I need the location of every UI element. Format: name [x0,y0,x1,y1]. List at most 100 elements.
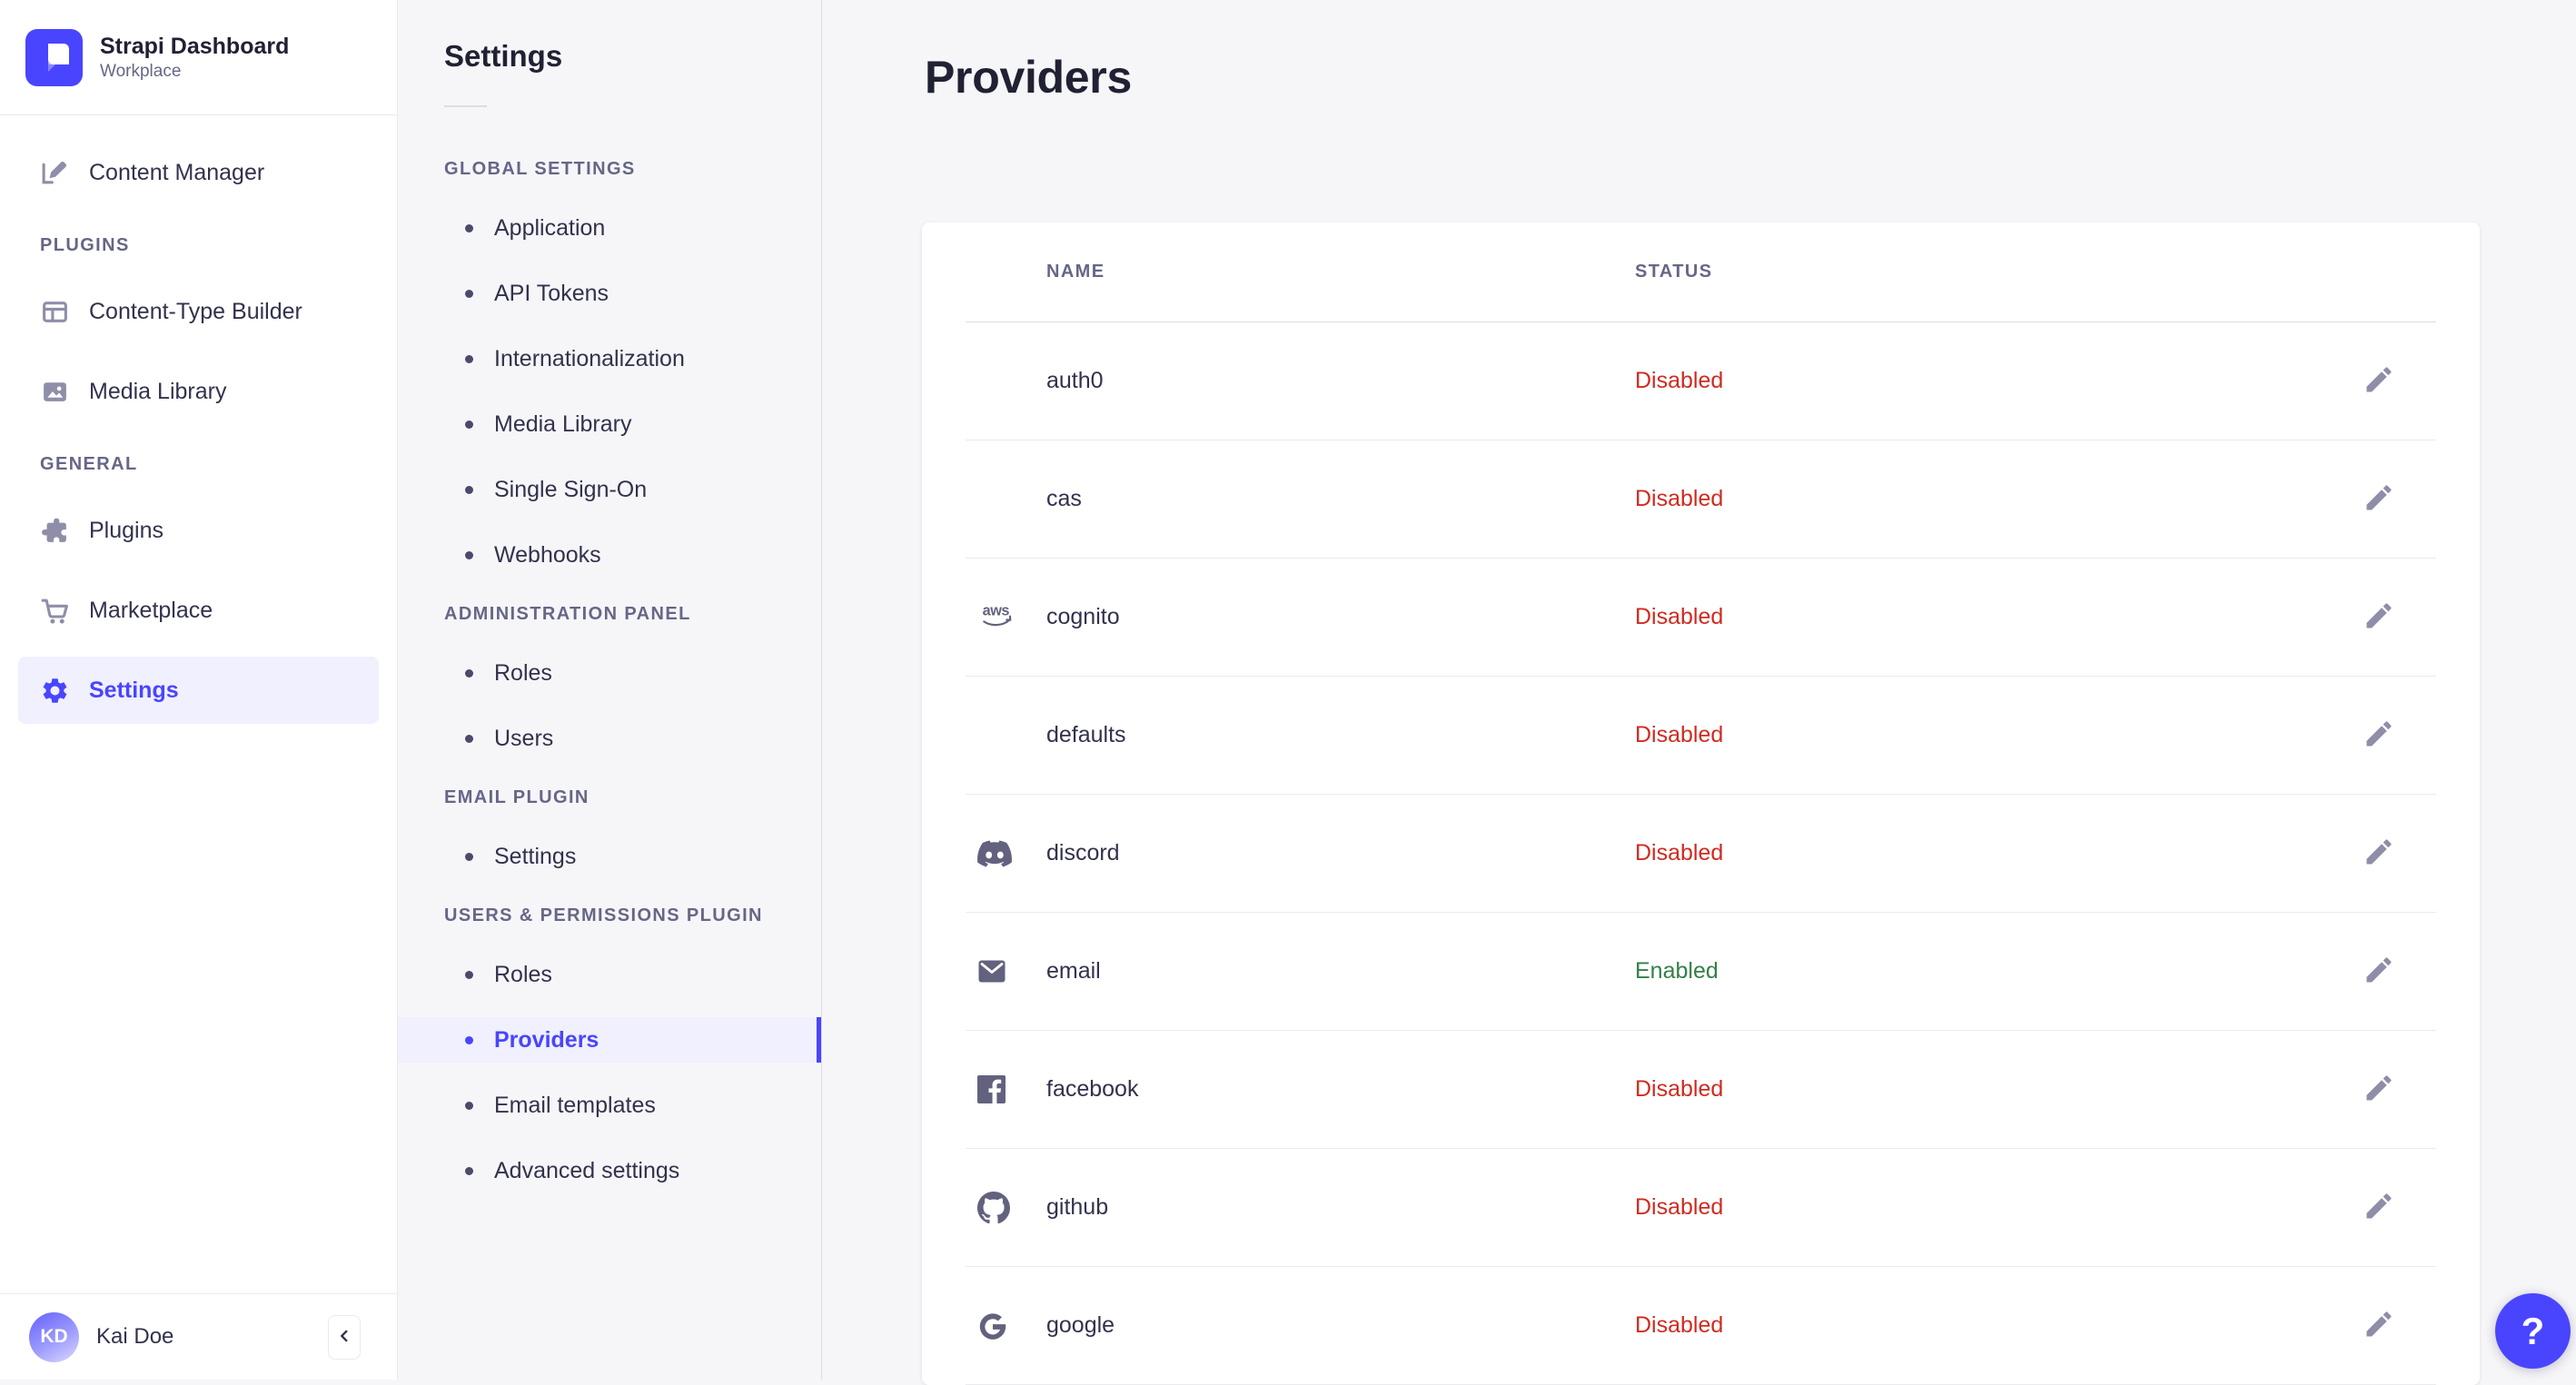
edit-provider-button[interactable] [2359,1306,2399,1346]
provider-icon-cell [966,1311,1046,1341]
subnav-item-label: Roles [494,659,552,686]
nav-section-label-plugins: PLUGINS [40,235,130,255]
main-content: Providers NAME STATUS auth0 Disabled cas Di… [822,0,2576,1385]
table-row-defaults: defaults Disabled [966,677,2436,795]
edit-provider-button[interactable] [2359,480,2399,519]
avatar: KD [29,1311,79,1362]
table-row-google: google Disabled [966,1267,2436,1385]
provider-icon-cell [966,1191,1046,1224]
status-badge: Disabled [1635,1076,1724,1102]
subnav-item-single-sign-on[interactable]: Single Sign-On [398,467,821,512]
provider-name: auth0 [1046,368,1104,393]
provider-name: email [1046,958,1101,984]
provider-name: discord [1046,840,1120,866]
subnav-items: Roles Users [398,650,821,761]
subnav-item-roles[interactable]: Roles [398,650,821,696]
bullet-icon [465,289,473,298]
status-badge: Disabled [1635,368,1724,393]
table-row-facebook: facebook Disabled [966,1031,2436,1149]
settings-subnav: Settings GLOBAL SETTINGS Application API T… [398,0,822,1380]
provider-icon-cell: aws [966,600,1046,634]
subnav-section-global-settings: GLOBAL SETTINGS Application API Tokens Inte… [398,158,821,578]
edit-provider-button[interactable] [2359,952,2399,992]
edit-provider-button[interactable] [2359,716,2399,756]
bullet-icon [465,852,473,861]
cart-icon [40,596,70,626]
chevron-left-icon [334,1326,354,1349]
edit-provider-button[interactable] [2359,1188,2399,1228]
status-badge: Disabled [1635,840,1724,866]
sidebar-item-marketplace[interactable]: Marketplace [18,577,379,644]
sidebar-footer: KD Kai Doe [0,1293,397,1380]
subnav-item-label: API Tokens [494,280,609,306]
provider-name: defaults [1046,722,1126,747]
providers-table-card: NAME STATUS auth0 Disabled cas Disabled aws c… [922,223,2480,1385]
sidebar-item-label: Content Manager [89,159,265,185]
bullet-icon [465,223,473,232]
sidebar-item-label: Content-Type Builder [89,298,302,324]
provider-icon-cell [966,840,1046,867]
sidebar-item-plugins[interactable]: Plugins [18,497,379,564]
table-row-cas: cas Disabled [966,440,2436,559]
aws-icon: aws [977,600,1017,634]
subnav-item-api-tokens[interactable]: API Tokens [398,271,821,316]
subnav-item-roles[interactable]: Roles [398,952,821,997]
bullet-icon [465,734,473,743]
subnav-item-application[interactable]: Application [398,205,821,251]
sidebar-item-label: Plugins [89,517,163,543]
subnav-section-header: EMAIL PLUGIN [444,787,590,808]
subnav-items: Roles Providers Email templates Advanced se… [398,952,821,1193]
pencil-icon [2363,363,2395,399]
subnav-item-settings[interactable]: Settings [398,834,821,879]
sidebar-item-content-manager[interactable]: Content Manager [18,139,379,206]
subnav-items: Settings [398,834,821,879]
sidebar-item-settings[interactable]: Settings [18,657,379,724]
subnav-section-administration-panel: ADMINISTRATION PANEL Roles Users [398,603,821,761]
column-header-status: STATUS [1635,262,1713,282]
subnav-item-users[interactable]: Users [398,716,821,761]
edit-provider-button[interactable] [2359,361,2399,401]
sidebar-item-media-library[interactable]: Media Library [18,358,379,425]
subnav-item-label: Settings [494,843,577,869]
help-button[interactable]: ? [2495,1293,2571,1369]
bullet-icon [465,1101,473,1110]
subnav-section-header: GLOBAL SETTINGS [444,159,636,180]
subnav-item-media-library[interactable]: Media Library [398,401,821,447]
subnav-section-header: USERS & PERMISSIONS PLUGIN [444,905,763,926]
github-icon [977,1191,1010,1224]
facebook-icon [977,1075,1006,1103]
edit-provider-button[interactable] [2359,598,2399,638]
subnav-item-internationalization[interactable]: Internationalization [398,336,821,381]
bullet-icon [465,550,473,559]
subnav-title: Settings [444,39,563,73]
subnav-item-label: Email templates [494,1092,656,1118]
provider-name: cognito [1046,604,1120,629]
pencil-icon [2363,1308,2395,1343]
subnav-item-label: Roles [494,961,552,987]
question-mark-icon: ? [2521,1309,2545,1352]
subnav-item-webhooks[interactable]: Webhooks [398,532,821,578]
provider-icon-cell [966,1075,1046,1103]
puzzle-icon [40,516,70,546]
subnav-item-email-templates[interactable]: Email templates [398,1083,821,1128]
edit-provider-button[interactable] [2359,834,2399,874]
google-icon [977,1311,1008,1341]
pencil-icon [2363,1190,2395,1225]
bullet-icon [465,668,473,678]
subnav-item-label: Webhooks [494,541,601,568]
bullet-icon [465,1166,473,1175]
page-title: Providers [925,52,1132,103]
collapse-sidebar-button[interactable] [328,1314,361,1360]
pencil-icon [2363,836,2395,871]
subnav-item-label: Media Library [494,411,632,437]
table-row-email: email Enabled [966,913,2436,1031]
subnav-item-advanced-settings[interactable]: Advanced settings [398,1148,821,1193]
edit-provider-button[interactable] [2359,1070,2399,1110]
workspace-name: Workplace [100,61,182,81]
status-badge: Disabled [1635,604,1724,629]
picture-icon [40,377,70,407]
sidebar-item-content-type-builder[interactable]: Content-Type Builder [18,278,379,345]
subnav-item-providers[interactable]: Providers [398,1017,821,1063]
sidebar-item-label: Settings [89,677,179,703]
